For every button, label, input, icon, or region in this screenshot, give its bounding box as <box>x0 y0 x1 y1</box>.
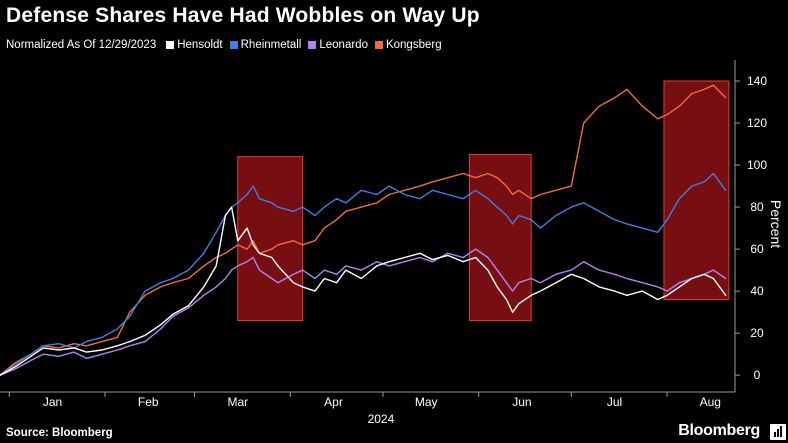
x-tick-label-may: May <box>415 395 438 409</box>
y-tick-label-60: 60 <box>750 242 764 256</box>
legend-swatch-rheinmetall <box>229 41 238 49</box>
legend-label-kongsberg: Kongsberg <box>385 39 442 51</box>
series-line-hensoldt <box>0 206 727 376</box>
x-tick-label-feb: Feb <box>138 395 159 409</box>
legend-swatch-kongsberg <box>374 41 383 49</box>
normalized-note: Normalized As Of 12/29/2023 <box>6 39 157 51</box>
legend-label-rheinmetall: Rheinmetall <box>240 39 302 51</box>
y-tick-label-0: 0 <box>754 368 761 382</box>
y-tick-label-120: 120 <box>747 116 767 130</box>
highlight-box-3 <box>663 80 730 301</box>
x-tick-label-aug: Aug <box>700 395 721 409</box>
highlight-box-1 <box>237 156 304 322</box>
x-tick-label-mar: Mar <box>227 395 248 409</box>
x-tick-label-jul: Jul <box>607 395 622 409</box>
legend-item-leonardo: Leonardo <box>308 39 368 51</box>
y-tick-label-100: 100 <box>747 158 767 172</box>
x-tick-label-apr: Apr <box>324 395 343 409</box>
source-note: Source: Bloomberg <box>6 427 113 439</box>
y-tick-label-140: 140 <box>747 74 767 88</box>
bloomberg-logo: Bloomberg <box>678 422 760 439</box>
bloomberg-terminal-icon <box>770 424 786 440</box>
legend-item-kongsberg: Kongsberg <box>374 39 442 51</box>
x-tick-label-jun: Jun <box>512 395 531 409</box>
legend-swatch-leonardo <box>308 41 317 49</box>
legend-label-leonardo: Leonardo <box>319 39 368 51</box>
y-tick-label-40: 40 <box>750 284 764 298</box>
series-line-leonardo <box>0 248 727 376</box>
highlight-box-2 <box>468 154 532 322</box>
y-tick-label-80: 80 <box>750 200 764 214</box>
legend-swatch-hensoldt <box>166 41 175 49</box>
series-line-rheinmetall <box>0 172 727 376</box>
legend-item-rheinmetall: Rheinmetall <box>229 39 302 51</box>
chart-title: Defense Shares Have Had Wobbles on Way U… <box>6 4 480 27</box>
series-line-kongsberg <box>0 84 727 376</box>
legend-label-hensoldt: Hensoldt <box>177 39 223 51</box>
x-tick-label-jan: Jan <box>43 395 62 409</box>
chart-legend: Normalized As Of 12/29/2023 Hensoldt Rhe… <box>6 39 449 51</box>
legend-item-hensoldt: Hensoldt <box>166 39 223 51</box>
y-tick-label-20: 20 <box>750 326 764 340</box>
y-axis-label: Percent <box>768 200 784 248</box>
x-axis-year-label: 2024 <box>368 412 395 426</box>
